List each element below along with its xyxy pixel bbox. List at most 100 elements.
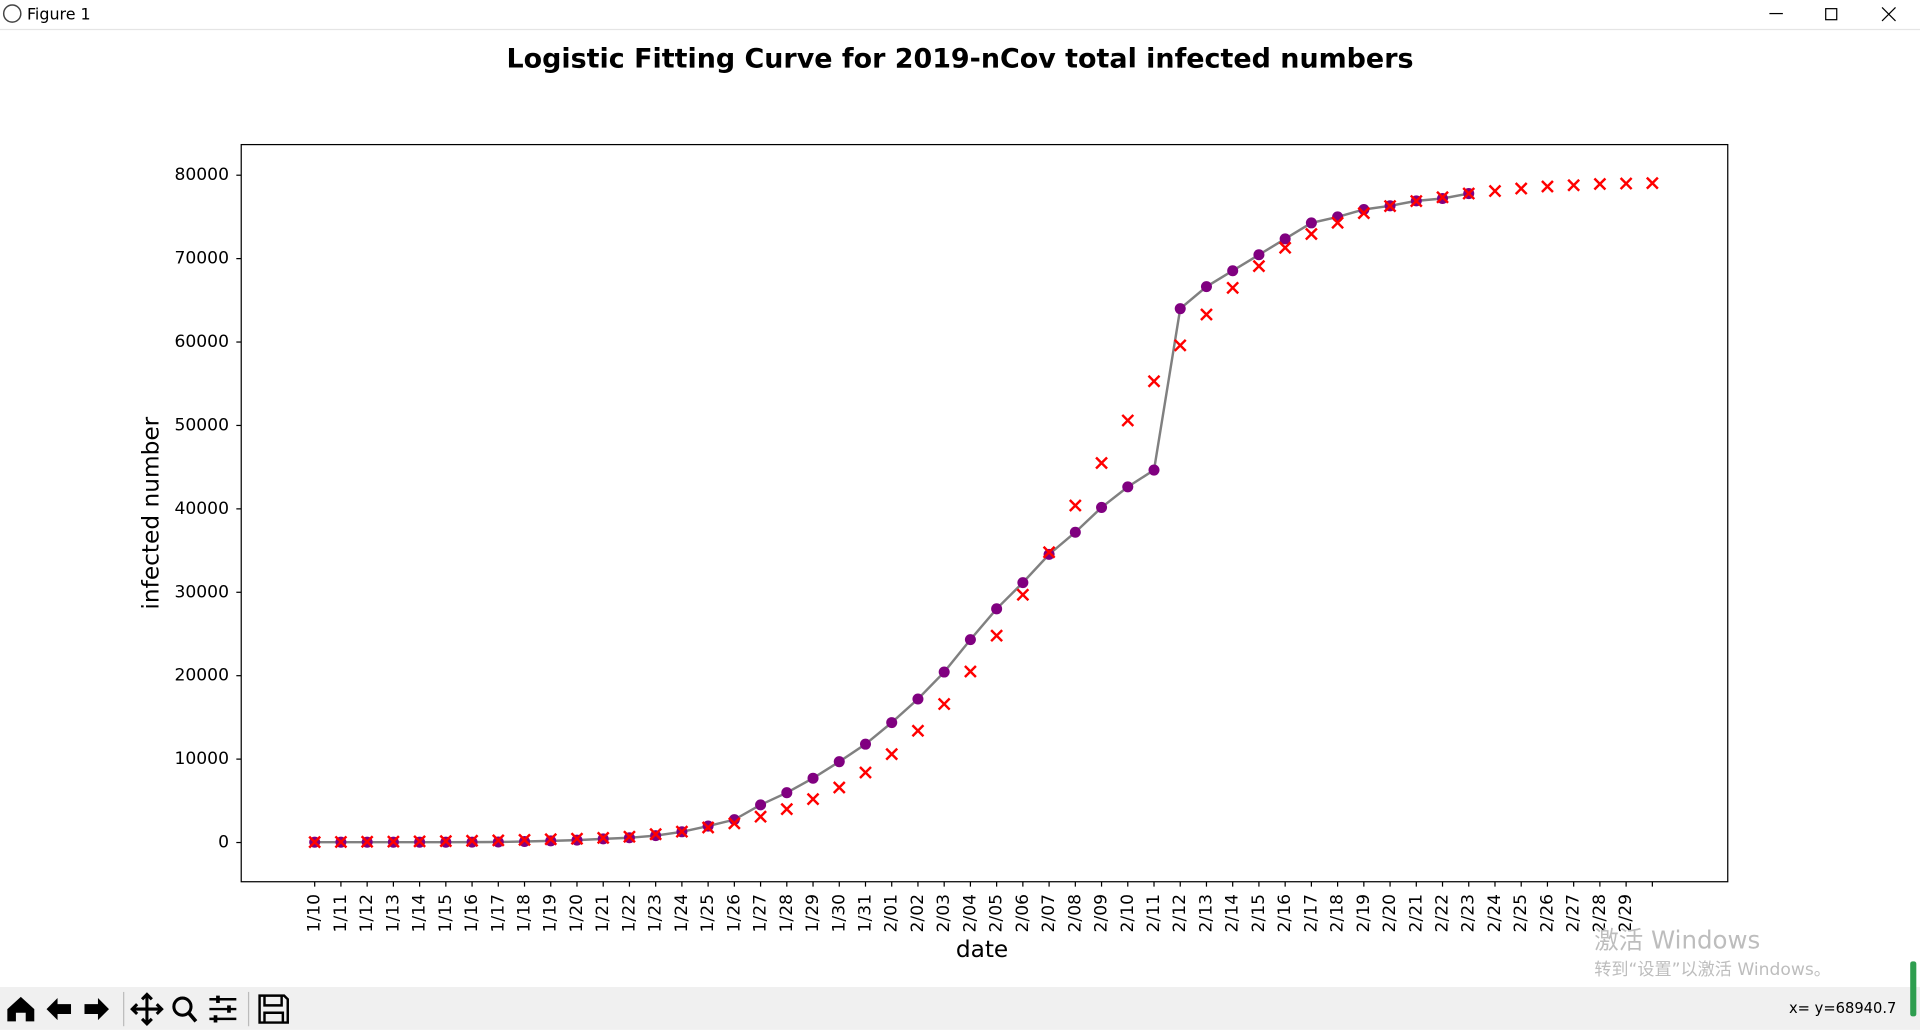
x-tick-label: 2/17 xyxy=(1301,894,1321,932)
x-tick-label: 2/20 xyxy=(1380,894,1400,932)
data-cross xyxy=(859,766,872,779)
x-tick-label: 2/05 xyxy=(987,894,1007,932)
data-cross xyxy=(937,697,951,711)
data-point xyxy=(1148,464,1160,476)
data-cross xyxy=(1488,184,1502,198)
y-tick-label: 0 xyxy=(218,833,229,853)
data-cross xyxy=(360,835,374,849)
x-tick-label: 2/26 xyxy=(1537,894,1557,932)
y-tick-label: 70000 xyxy=(174,249,228,269)
data-cross xyxy=(439,834,453,848)
data-cross xyxy=(387,835,400,848)
data-cross xyxy=(1121,414,1135,427)
data-point xyxy=(964,634,976,646)
data-cross xyxy=(334,835,348,849)
watermark-title: 激活 Windows xyxy=(1594,926,1760,955)
data-point xyxy=(886,717,898,729)
data-cross xyxy=(623,830,636,844)
data-cross xyxy=(570,832,584,846)
x-tick-label: 2/11 xyxy=(1144,894,1164,932)
data-cross xyxy=(1645,176,1659,190)
data-point xyxy=(991,603,1003,615)
data-point xyxy=(1227,265,1239,277)
x-tick-label: 1/28 xyxy=(777,894,797,932)
data-cross xyxy=(1436,190,1449,204)
back-button[interactable] xyxy=(46,998,72,1021)
pan-button[interactable] xyxy=(130,992,164,1026)
y-tick-label: 80000 xyxy=(174,165,228,185)
data-cross xyxy=(727,816,741,830)
x-tick-label: 1/26 xyxy=(724,894,744,932)
data-cross xyxy=(1305,227,1318,241)
data-cross xyxy=(1147,374,1161,388)
x-tick-label: 2/23 xyxy=(1459,894,1479,932)
data-point xyxy=(833,756,845,768)
x-tick-label: 1/14 xyxy=(410,894,430,932)
data-point xyxy=(1253,249,1265,261)
data-cross xyxy=(1383,199,1397,213)
x-tick-label: 2/19 xyxy=(1354,894,1374,932)
data-point xyxy=(807,772,819,784)
data-point xyxy=(1332,211,1344,223)
x-tick-label: 2/22 xyxy=(1433,894,1453,932)
x-axis-label: date xyxy=(956,936,1008,963)
data-cross xyxy=(596,831,610,845)
x-tick-label: 2/18 xyxy=(1328,894,1348,932)
data-point xyxy=(1279,233,1291,245)
restore-button[interactable] xyxy=(1825,8,1838,21)
x-tick-label: 2/10 xyxy=(1118,894,1138,932)
save-button[interactable] xyxy=(258,994,289,1024)
zoom-button[interactable] xyxy=(172,996,193,1017)
data-cross xyxy=(1173,338,1187,352)
data-point xyxy=(755,799,767,811)
data-point xyxy=(1200,281,1212,293)
data-cross xyxy=(1567,178,1581,192)
x-tick-label: 1/30 xyxy=(829,894,849,932)
x-tick-label: 2/04 xyxy=(960,894,980,932)
x-tick-label: 1/16 xyxy=(462,894,482,932)
data-point xyxy=(1122,481,1134,493)
data-cross xyxy=(701,821,715,834)
data-cross xyxy=(1514,182,1528,195)
x-tick-label: 1/22 xyxy=(619,894,639,932)
data-cross xyxy=(308,835,322,849)
y-tick-label: 40000 xyxy=(174,499,228,519)
y-axis-label: infected number xyxy=(137,416,164,609)
x-tick-label: 2/12 xyxy=(1170,894,1190,932)
x-tick-label: 2/01 xyxy=(882,894,902,932)
data-cross xyxy=(518,833,531,847)
data-cross xyxy=(1462,187,1476,200)
data-point xyxy=(938,666,950,678)
home-button[interactable] xyxy=(7,996,35,1022)
x-tick-label: 1/13 xyxy=(383,894,403,932)
data-cross xyxy=(806,792,820,806)
data-point xyxy=(859,738,872,750)
data-point xyxy=(1017,577,1029,589)
x-tick-label: 2/25 xyxy=(1511,894,1531,932)
data-point xyxy=(1069,526,1081,538)
data-point xyxy=(728,814,740,826)
x-tick-label: 1/10 xyxy=(305,894,325,932)
y-tick-label: 50000 xyxy=(174,415,228,435)
data-cross xyxy=(911,724,925,738)
data-cross xyxy=(885,747,899,761)
data-cross xyxy=(780,802,794,816)
x-tick-label: 2/02 xyxy=(908,894,928,932)
data-cross xyxy=(675,825,689,839)
x-tick-label: 2/16 xyxy=(1275,894,1295,932)
fit-line xyxy=(314,192,1469,844)
data-cross xyxy=(1331,216,1344,230)
y-tick-label: 30000 xyxy=(174,582,228,602)
data-cross xyxy=(413,834,426,848)
data-cross xyxy=(1619,177,1633,190)
close-button[interactable] xyxy=(1881,7,1896,22)
x-tick-label: 1/15 xyxy=(436,894,456,932)
forward-button[interactable] xyxy=(84,998,109,1021)
data-cross xyxy=(1042,545,1056,559)
data-cross xyxy=(465,834,479,848)
x-tick-label: 1/18 xyxy=(515,894,535,932)
resize-indicator xyxy=(1910,961,1917,1017)
x-tick-label: 2/28 xyxy=(1590,894,1610,932)
